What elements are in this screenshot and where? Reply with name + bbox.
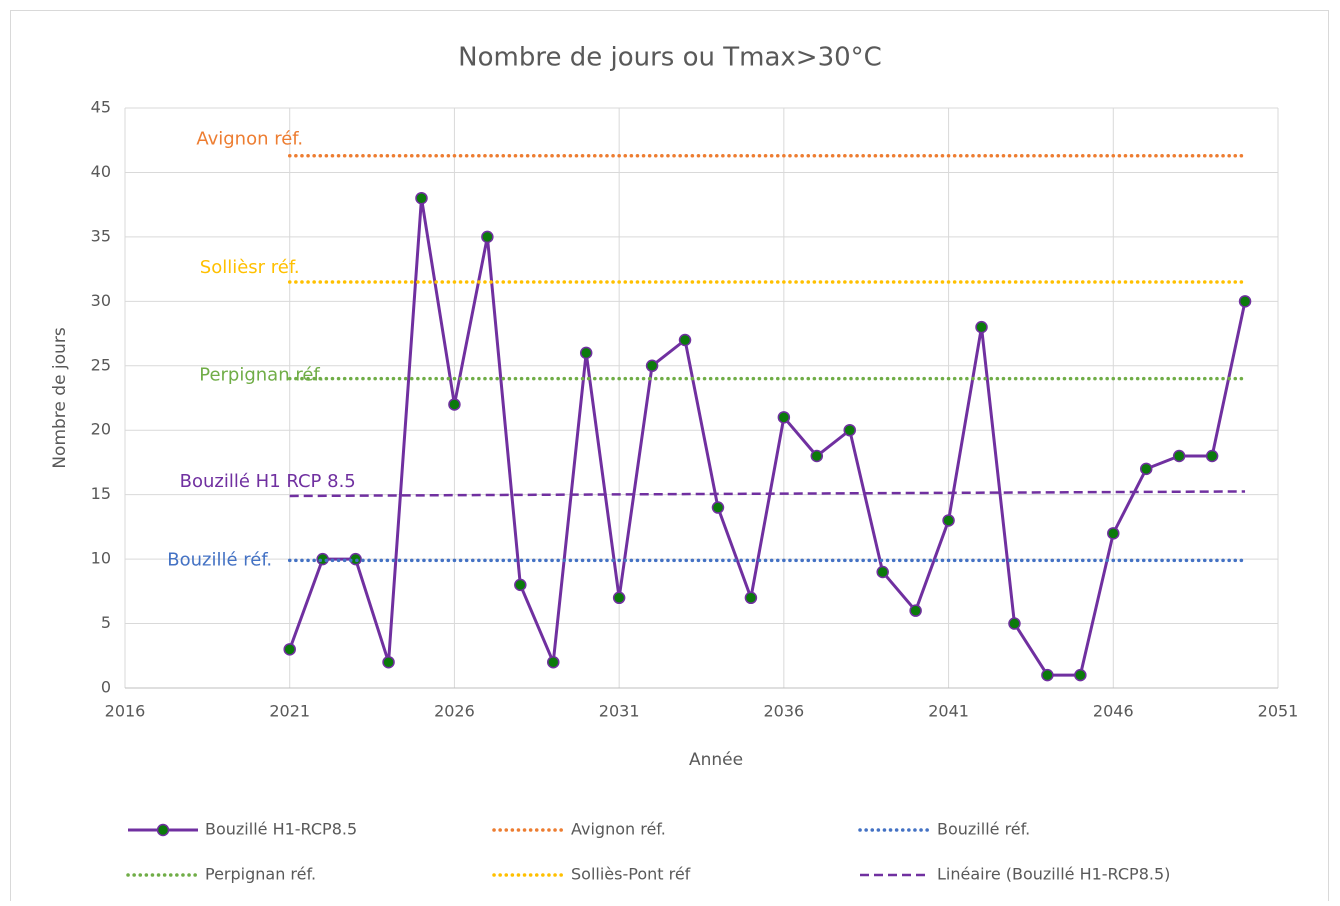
marker [612,591,626,605]
series-annotation: Bouzillé réf. [167,549,272,570]
chart-frame [10,10,1329,906]
legend-label: Perpignan réf. [205,865,316,884]
series-annotation: Perpignan réf. [199,365,324,386]
marker [777,411,791,424]
y-axis-label: Nombre de jours [50,327,70,468]
marker [1139,462,1153,476]
marker [481,230,494,244]
legend-label: Solliès-Pont réf [571,865,691,884]
x-axis-label: Année [689,750,743,770]
x-tick-label: 2031 [599,702,640,721]
marker [1205,449,1219,463]
marker [810,449,824,463]
marker [1074,668,1087,682]
series-annotation: Avignon réf. [196,129,303,150]
legend-label: Avignon réf. [571,820,666,839]
x-tick-label: 2046 [1093,702,1134,721]
series-annotation: Bouzillé H1 RCP 8.5 [180,471,356,492]
y-tick-label: 15 [91,484,111,503]
series-line [288,197,1247,677]
marker [579,346,593,360]
series-annotation: Sollièsr réf. [200,257,300,278]
y-tick-label: 5 [101,613,111,632]
y-tick-label: 0 [101,678,111,697]
marker [876,565,889,579]
y-tick-label: 10 [91,549,111,568]
chart-title: Nombre de jours ou Tmax>30°C [458,43,882,73]
marker [678,333,692,347]
legend-marker [156,823,170,837]
legend-label: Linéaire (Bouzillé H1-RCP8.5) [937,865,1170,884]
marker [975,320,988,334]
marker [1238,295,1252,308]
marker [942,514,955,527]
marker [415,191,428,205]
x-tick-label: 2021 [269,702,310,721]
marker [514,578,527,592]
marker [843,423,856,437]
y-tick-label: 20 [91,420,111,439]
x-tick-label: 2041 [928,702,969,721]
marker [645,359,659,373]
marker [711,501,725,514]
legend-label: Bouzillé réf. [937,820,1030,839]
y-tick-label: 35 [91,226,111,245]
legend-label: Bouzillé H1-RCP8.5 [205,820,357,839]
y-tick-label: 45 [91,98,111,117]
marker [744,591,758,605]
marker [283,643,296,656]
marker [1172,449,1186,463]
marker [547,655,560,669]
marker [1041,668,1054,682]
marker [448,398,461,411]
y-tick-label: 40 [91,162,111,181]
series-line [289,490,1246,498]
x-tick-label: 2016 [105,702,146,721]
y-tick-label: 25 [91,355,111,374]
y-tick-label: 30 [91,291,111,310]
x-tick-label: 2051 [1258,702,1299,721]
marker [382,655,395,669]
marker [909,604,922,617]
x-tick-label: 2036 [763,702,804,721]
marker [1008,617,1021,630]
marker [1107,527,1120,540]
x-tick-label: 2026 [434,702,475,721]
